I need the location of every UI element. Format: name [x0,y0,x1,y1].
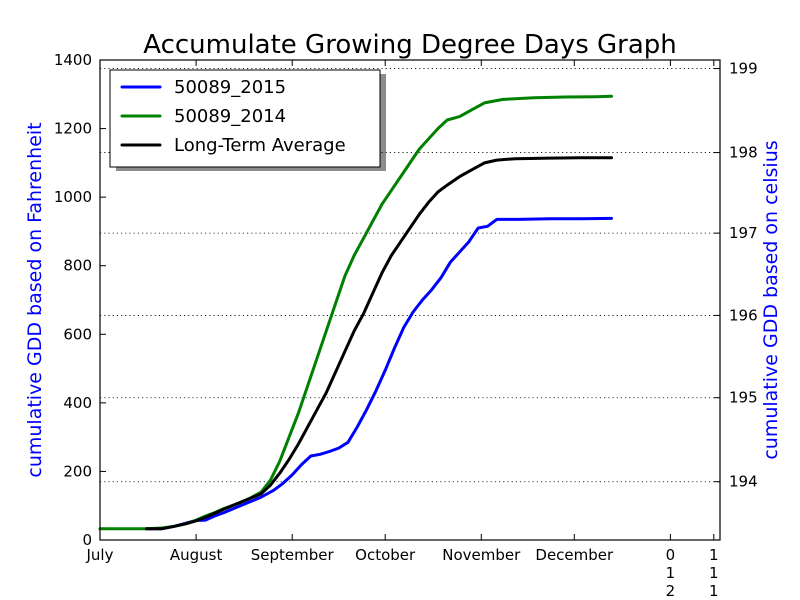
y-right-tick-label-5: 199 [729,60,758,78]
x-tick-label-4: November [442,546,521,564]
chart-title: Accumulate Growing Degree Days Graph [143,30,677,60]
x-overflow-label-0-1: 1 [666,564,676,582]
axis-layer [99,59,721,541]
x-overflow-label-0-0: 0 [666,546,676,564]
x-tick-label-1: August [170,546,223,564]
series-line-0 [145,216,613,531]
x-overflow-label-1-0: 1 [709,546,719,564]
y-left-tick-label-4: 800 [63,257,92,275]
x-tick-label-2: September [251,546,335,564]
y-right-tick-label-4: 198 [729,144,758,162]
y-right-tick-label-1: 195 [729,389,758,407]
x-tick-label-0: July [86,546,114,564]
x-overflow-label-1-1: 1 [709,564,719,582]
series-line-2 [145,156,613,531]
series-layer [98,94,613,531]
y-right-tick-label-2: 196 [729,306,758,324]
y-left-tick-label-5: 1000 [54,188,92,206]
legend-label-2: Long-Term Average [174,135,346,156]
y-left-tick-label-6: 1200 [54,120,92,138]
grid-layer [100,68,720,483]
y-left-tick-label-3: 600 [63,325,92,343]
x-tick-label-5: December [535,546,614,564]
tick-label-layer: 0 200 400 600 800 1000 1200 1400 194 195 196 197 198… [54,51,758,600]
x-tick-label-3: October [355,546,416,564]
x-overflow-label-0-2: 2 [666,582,676,600]
y-left-tick-label-2: 400 [63,394,92,412]
legend-label-0: 50089_2015 [174,77,286,98]
y-left-tick-label-7: 1400 [54,51,92,69]
y-left-tick-label-0: 0 [82,531,92,549]
y-axis-label-right: cumulative GDD based on celsius [760,140,782,459]
y-axis-label-left: cumulative GDD based on Fahrenheit [24,122,46,477]
legend-layer: 50089_2015 50089_2014 Long-Term Average [109,69,386,171]
legend-label-1: 50089_2014 [174,106,286,127]
y-left-tick-label-1: 200 [63,462,92,480]
plot-frame [99,59,721,541]
x-overflow-label-1-2: 1 [709,582,719,600]
y-right-tick-label-3: 197 [729,224,758,242]
y-right-tick-label-0: 194 [729,473,758,491]
